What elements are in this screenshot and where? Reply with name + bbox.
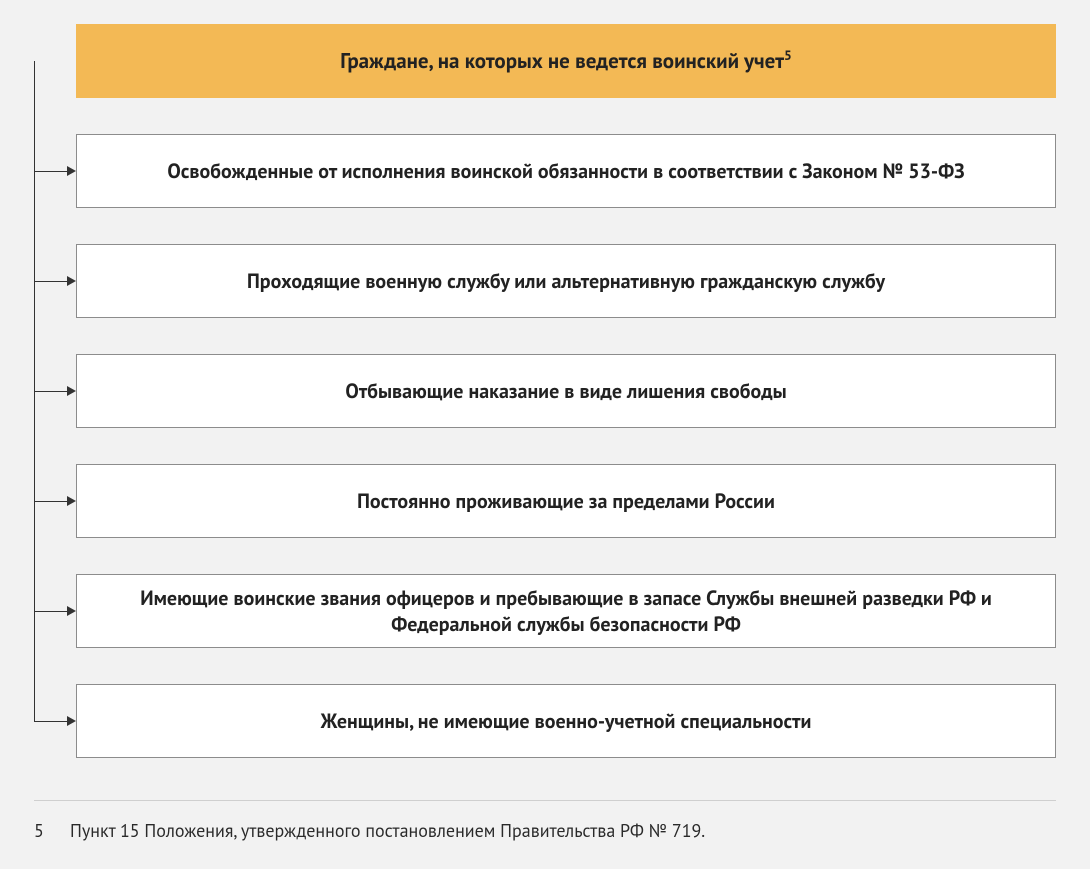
connector-branch <box>34 171 67 172</box>
header-text: Граждане, на которых не ведется воинский… <box>340 47 792 74</box>
connector-branch <box>34 281 67 282</box>
item-text: Освобожденные от исполнения воинской обя… <box>167 158 964 184</box>
item-text: Проходящие военную службу или альтернати… <box>247 268 885 294</box>
footnote-text: Пункт 15 Положения, утвержденного постан… <box>70 819 705 842</box>
arrow-right-icon <box>67 166 76 176</box>
item-box: Имеющие воинские звания офицеров и пребы… <box>76 574 1056 648</box>
footnote-mark: 5 <box>34 819 70 842</box>
connector-branch <box>34 391 67 392</box>
footnote-row: 5 Пункт 15 Положения, утвержденного пост… <box>34 819 1056 842</box>
item-box: Освобожденные от исполнения воинской обя… <box>76 134 1056 208</box>
item-box: Проходящие военную службу или альтернати… <box>76 244 1056 318</box>
connector-branch <box>34 501 67 502</box>
connector-branch <box>34 721 67 722</box>
arrow-right-icon <box>67 276 76 286</box>
connector-branch <box>34 611 67 612</box>
arrow-right-icon <box>67 386 76 396</box>
item-box: Женщины, не имеющие военно-учетной специ… <box>76 684 1056 758</box>
arrow-right-icon <box>67 606 76 616</box>
item-text: Отбывающие наказание в виде лишения своб… <box>345 378 786 404</box>
item-box: Постоянно проживающие за пределами Росси… <box>76 464 1056 538</box>
header-box: Граждане, на которых не ведется воинский… <box>76 24 1056 98</box>
item-box: Отбывающие наказание в виде лишения своб… <box>76 354 1056 428</box>
footnote-area: 5 Пункт 15 Положения, утвержденного пост… <box>34 800 1056 842</box>
item-text: Имеющие воинские звания офицеров и пребы… <box>101 585 1031 637</box>
arrow-right-icon <box>67 496 76 506</box>
item-text: Женщины, не имеющие военно-учетной специ… <box>321 708 812 734</box>
header-superscript: 5 <box>784 46 792 64</box>
arrow-right-icon <box>67 716 76 726</box>
item-text: Постоянно проживающие за пределами Росси… <box>357 488 775 514</box>
footnote-divider <box>34 800 1056 801</box>
